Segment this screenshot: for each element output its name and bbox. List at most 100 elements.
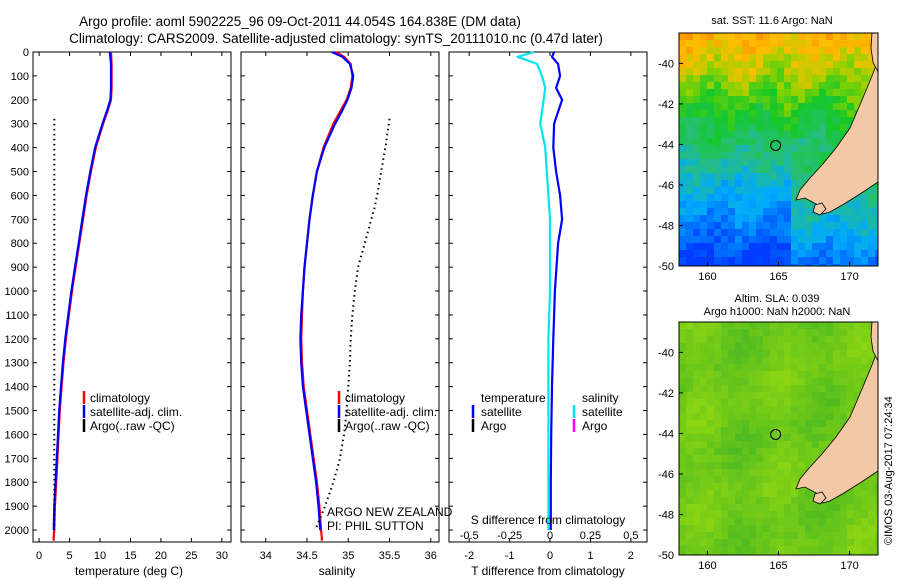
map-grid-cell [791,194,799,202]
map-grid-cell [693,257,701,265]
map-grid-cell [798,159,806,167]
salinity-plot: 34 34.5 35 35.5 36 [260,50,437,562]
map-grid-cell [826,504,834,512]
map-grid-cell [763,455,771,463]
map-grid-cell [679,96,687,104]
map-grid-cell [749,357,757,365]
map-grid-cell [840,96,848,104]
map-grid-cell [791,187,799,195]
map-grid-cell [693,546,701,554]
map-grid-cell [721,194,729,202]
map-grid-cell [686,222,694,230]
map-grid-cell [693,180,701,188]
map-grid-cell [812,82,820,90]
map-grid-cell [721,264,729,266]
map-grid-cell [840,40,848,48]
map-grid-cell [819,96,827,104]
map-grid-cell [742,180,750,188]
map-grid-cell [861,229,869,237]
map-grid-cell [693,131,701,139]
map-grid-cell [714,138,722,146]
map-grid-cell [679,357,687,365]
map-grid-cell [735,243,743,251]
map-grid-cell [770,145,778,153]
map-grid-cell [847,54,855,62]
map-grid-cell [798,40,806,48]
map-grid-cell [728,89,736,97]
map-grid-cell [735,497,743,505]
map-grid-cell [679,441,687,449]
map-grid-cell [728,371,736,379]
map-grid-cell [861,215,869,223]
map-grid-cell [777,75,785,83]
map-grid-cell [728,322,736,330]
map-grid-cell [742,413,750,421]
map-grid-cell [805,455,813,463]
map-grid-cell [777,329,785,337]
map-grid-cell [707,427,715,435]
map-grid-cell [749,413,757,421]
map-grid-cell [791,82,799,90]
map-grid-cell [742,166,750,174]
map-grid-cell [679,329,687,337]
map-grid-cell [770,75,778,83]
sst-map-land [795,33,878,216]
sst-map-title: sat. SST: 11.6 Argo: NaN [711,15,833,27]
map-grid-cell [763,469,771,477]
map-grid-cell [721,497,729,505]
map-grid-cell [798,462,806,470]
map-grid-cell [819,343,827,351]
map-grid-cell [693,33,701,41]
map-grid-cell [868,511,876,519]
map-grid-cell [728,180,736,188]
map-grid-cell [812,75,820,83]
map-grid-cell [819,399,827,407]
map-grid-cell [805,243,813,251]
map-grid-cell [735,229,743,237]
map-grid-cell [833,525,841,533]
map-grid-cell [721,441,729,449]
map-grid-cell [777,483,785,491]
map-grid-cell [805,525,813,533]
map-grid-cell [679,194,687,202]
map-grid-cell [791,47,799,55]
map-grid-cell [679,483,687,491]
legend-label-satellite: satellite-adj. clim. [345,405,437,419]
map-grid-cell [861,336,869,344]
map-grid-cell [812,518,820,526]
map-grid-cell [728,532,736,540]
map-grid-cell [707,89,715,97]
map-grid-cell [763,434,771,442]
map-grid-cell [721,553,729,555]
map-grid-cell [735,208,743,216]
map-grid-cell [798,82,806,90]
map-grid-cell [749,371,757,379]
depth-tick-label: 1800 [5,477,29,489]
map-grid-cell [875,180,878,188]
map-grid-cell [756,229,764,237]
map-grid-cell [854,194,862,202]
map-grid-cell [875,546,878,554]
map-grid-cell [770,434,778,442]
map-grid-cell [812,152,820,160]
map-grid-cell [742,392,750,400]
map-grid-cell [819,68,827,76]
map-grid-cell [721,504,729,512]
map-grid-cell [875,208,878,216]
map-grid-cell [791,40,799,48]
legend-label-t-argo: Argo [481,419,507,433]
map-grid-cell [784,420,792,428]
map-grid-cell [728,553,736,555]
map-grid-cell [728,350,736,358]
map-grid-cell [707,420,715,428]
map-grid-cell [819,250,827,258]
map-grid-cell [714,469,722,477]
legend-label-satellite: satellite-adj. clim. [90,405,182,419]
map-grid-cell [721,336,729,344]
map-grid-cell [770,448,778,456]
map-grid-cell [721,392,729,400]
map-grid-cell [784,511,792,519]
map-grid-cell [756,82,764,90]
map-grid-cell [854,47,862,55]
